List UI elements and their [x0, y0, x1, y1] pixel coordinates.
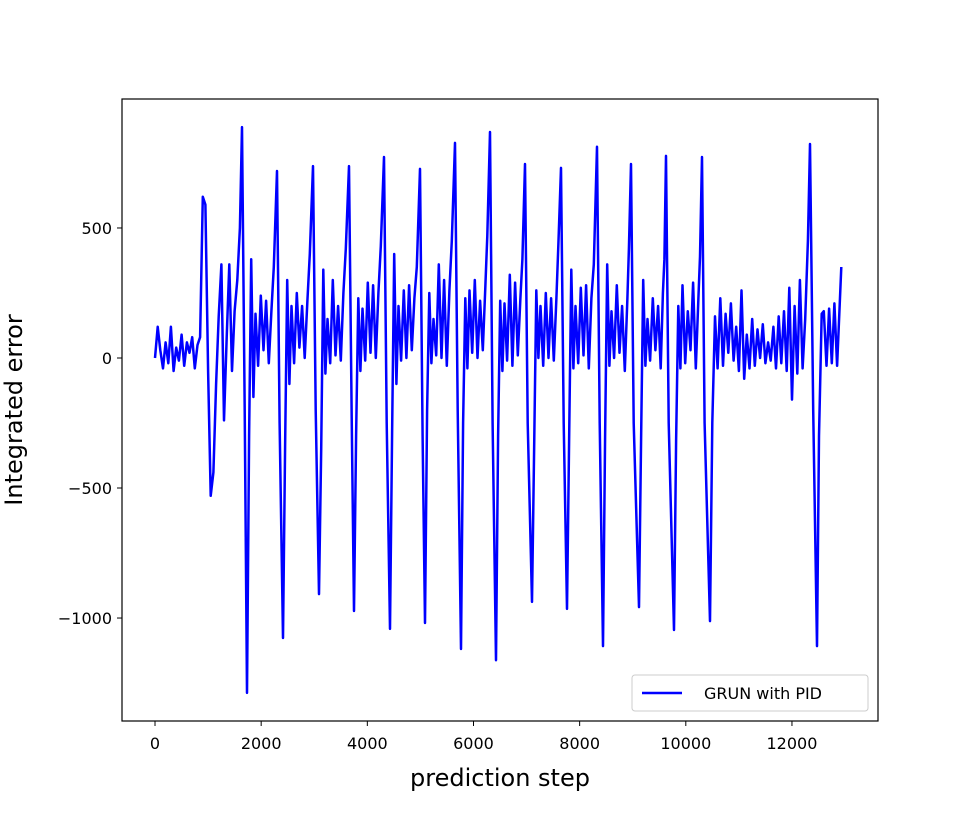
- x-tick-label: 12000: [767, 734, 818, 753]
- plot-frame: [121, 98, 879, 722]
- legend-box: [631, 674, 869, 712]
- x-tick-label: 8000: [559, 734, 600, 753]
- x-tick-label: 6000: [453, 734, 494, 753]
- x-tick-label: 0: [150, 734, 160, 753]
- x-tick-label: 10000: [660, 734, 711, 753]
- y-tick-label: 500: [81, 219, 112, 238]
- y-tick-label: −1000: [58, 609, 112, 628]
- y-tick-label: 0: [102, 349, 112, 368]
- x-tick-label: 4000: [347, 734, 388, 753]
- legend-label: GRUN with PID: [704, 684, 822, 703]
- y-tick-label: −500: [68, 479, 112, 498]
- y-axis-label: Integrated error: [0, 314, 28, 506]
- x-tick-label: 2000: [241, 734, 282, 753]
- x-axis-label: prediction step: [410, 764, 590, 792]
- data-line: [153, 125, 843, 695]
